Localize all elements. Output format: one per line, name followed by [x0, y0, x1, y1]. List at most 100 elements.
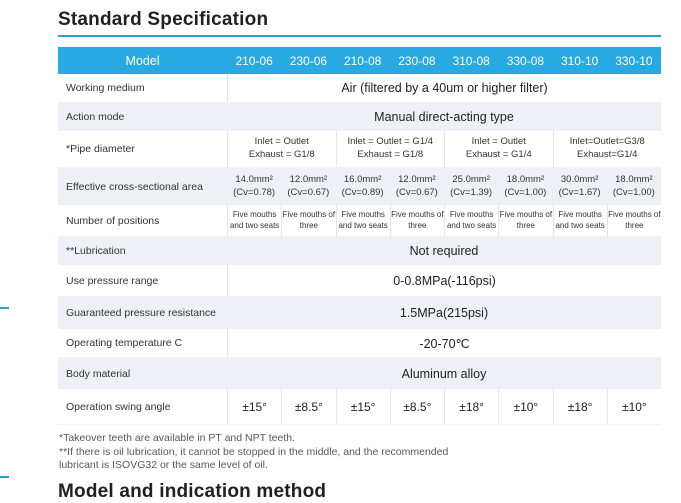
left-edge-accent-dash	[0, 476, 9, 478]
model-column-header: 230-06	[289, 53, 328, 68]
pipe-diameter-group: Inlet=Outlet=G3/8 Exhaust=G1/4	[552, 131, 662, 167]
header-model-label: Model	[125, 53, 160, 68]
row-swing-angle: Operation swing angle ±15° ±8.5° ±15° ±8…	[58, 389, 661, 425]
positions-line: Five mouths	[232, 210, 277, 220]
model-column-header: 330-10	[615, 53, 653, 68]
positions-cell: Five mouths of three	[389, 205, 444, 236]
row-label: Operation swing angle	[66, 400, 171, 413]
page-title: Standard Specification	[58, 9, 269, 30]
positions-line: and two seats	[555, 220, 605, 230]
row-label: Body material	[66, 367, 131, 380]
cv-value: (Cv=0.89)	[341, 186, 384, 198]
cv-value: (Cv=1.00)	[504, 186, 547, 198]
next-section-title-clipped: Model and indication method	[58, 481, 327, 502]
positions-cell: Five mouths and two seats	[552, 205, 607, 236]
swing-angle-cell: ±8.5°	[281, 389, 335, 424]
row-effective-area: Effective cross-sectional area 14.0mm² (…	[58, 168, 661, 205]
row-label: Use pressure range	[66, 274, 159, 287]
row-value: Air (filtered by a 40um or higher filter…	[227, 74, 661, 102]
positions-line: and two seats	[229, 220, 280, 230]
row-operating-temperature: Operating temperature C -20-70℃	[58, 329, 661, 358]
row-label: **Lubrication	[66, 245, 126, 257]
positions-line: and two seats	[338, 220, 388, 230]
swing-angle-cell: ±18°	[552, 389, 607, 424]
effective-area-cell: 25.0mm² (Cv=1.39)	[444, 168, 498, 205]
swing-angle-cell: ±8.5°	[389, 389, 444, 424]
row-pipe-diameter: *Pipe diameter Inlet = Outlet Exhaust = …	[58, 131, 661, 168]
area-value: 14.0mm²	[235, 174, 273, 186]
row-pressure-range: Use pressure range 0-0.8MPa(-116psi)	[58, 265, 661, 297]
row-value: -20-70℃	[227, 329, 661, 357]
group-line: Inlet = Outlet	[254, 136, 309, 148]
effective-area-cell: 14.0mm² (Cv=0.78)	[227, 168, 281, 205]
effective-area-cell: 12.0mm² (Cv=0.67)	[281, 168, 335, 205]
effective-area-cell: 16.0mm² (Cv=0.89)	[336, 168, 390, 205]
table-header-row: Model 210-06 230-06 210-08 230-08 310-08…	[58, 47, 661, 74]
footnote-takeover-teeth: *Takeover teeth are available in PT and …	[59, 432, 296, 444]
positions-line: Five mouths of	[282, 210, 336, 220]
cv-value: (Cv=1.00)	[612, 186, 655, 198]
positions-line: Five mouths	[341, 210, 385, 220]
pipe-diameter-group: Inlet = Outlet = G1/4 Exhaust = G1/8	[335, 131, 445, 167]
positions-line: and two seats	[446, 220, 497, 230]
positions-line: three	[299, 220, 318, 230]
row-guaranteed-pressure: Guaranteed pressure resistance 1.5MPa(21…	[58, 297, 661, 329]
area-value: 12.0mm²	[289, 174, 328, 186]
area-value: 25.0mm²	[452, 174, 490, 186]
effective-area-cell: 18.0mm² (Cv=1.00)	[607, 168, 661, 205]
row-lubrication: **Lubrication Not required	[58, 237, 661, 265]
effective-area-cell: 12.0mm² (Cv=0.67)	[390, 168, 444, 205]
positions-line: three	[625, 220, 644, 230]
left-edge-accent-dash	[0, 307, 9, 309]
model-column-header: 310-08	[452, 53, 490, 68]
row-value: Manual direct-acting type	[374, 110, 514, 124]
swing-angle-cell: ±15°	[227, 389, 281, 424]
row-number-of-positions: Number of positions Five mouths and two …	[58, 205, 661, 237]
group-line: Exhaust = G1/8	[357, 149, 424, 160]
effective-area-cell: 30.0mm² (Cv=1.67)	[553, 168, 607, 205]
row-label: *Pipe diameter	[66, 143, 135, 155]
effective-area-cell: 18.0mm² (Cv=1.00)	[498, 168, 552, 205]
footnotes: *Takeover teeth are available in PT and …	[59, 432, 619, 473]
area-value: 16.0mm²	[343, 174, 382, 186]
positions-cell: Five mouths and two seats	[444, 205, 498, 236]
positions-line: Five mouths of	[608, 210, 661, 220]
swing-angle-cell: ±10°	[606, 389, 661, 424]
swing-angle-cell: ±15°	[335, 389, 390, 424]
group-line: Exhaust = G1/8	[248, 149, 315, 160]
model-column-header: 210-06	[235, 53, 273, 68]
row-label: Action mode	[66, 111, 125, 123]
cv-value: (Cv=1.67)	[558, 186, 601, 198]
cv-value: (Cv=1.39)	[450, 186, 493, 198]
row-label: Number of positions	[66, 214, 160, 227]
positions-cell: Five mouths and two seats	[335, 205, 390, 236]
area-value: 18.0mm²	[615, 174, 653, 186]
row-label: Working medium	[66, 82, 145, 94]
row-label: Guaranteed pressure resistance	[66, 307, 216, 319]
row-working-medium: Working medium Air (filtered by a 40um o…	[58, 74, 661, 103]
row-label: Operating temperature C	[66, 337, 183, 349]
positions-cell: Five mouths and two seats	[227, 205, 281, 236]
group-line: Exhaust = G1/4	[465, 149, 532, 160]
title-underline	[58, 35, 661, 37]
row-value: Not required	[409, 244, 479, 258]
pipe-diameter-group: Inlet = Outlet Exhaust = G1/8	[227, 131, 336, 167]
positions-line: three	[516, 220, 535, 230]
model-column-header: 230-08	[398, 53, 436, 68]
swing-angle-cell: ±10°	[498, 389, 552, 424]
group-line: Inlet = Outlet = G1/4	[347, 136, 434, 148]
model-column-header: 330-08	[506, 53, 545, 68]
footnote-lubrication-line2: lubricant is ISOVG32 or the same level o…	[59, 459, 268, 471]
positions-line: Five mouths	[449, 210, 494, 220]
area-value: 18.0mm²	[506, 174, 545, 186]
model-column-header: 310-10	[560, 53, 599, 68]
positions-cell: Five mouths of three	[498, 205, 552, 236]
positions-cell: Five mouths of three	[606, 205, 661, 236]
positions-line: Five mouths of	[499, 210, 553, 220]
model-column-header: 210-08	[343, 53, 382, 68]
positions-cell: Five mouths of three	[281, 205, 335, 236]
row-action-mode: Action mode Manual direct-acting type	[58, 103, 661, 131]
positions-line: Five mouths of	[391, 210, 444, 220]
row-label: Effective cross-sectional area	[66, 180, 203, 193]
row-body-material: Body material Aluminum alloy	[58, 358, 661, 389]
